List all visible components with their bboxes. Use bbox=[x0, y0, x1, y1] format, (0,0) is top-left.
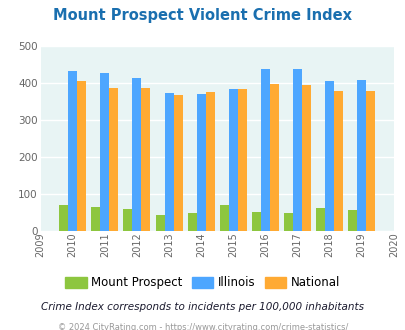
Bar bbox=[68, 71, 77, 231]
Bar bbox=[173, 95, 182, 231]
Bar bbox=[251, 212, 260, 231]
Bar bbox=[155, 215, 164, 231]
Bar bbox=[109, 87, 118, 231]
Bar bbox=[333, 90, 342, 231]
Bar bbox=[284, 213, 292, 231]
Text: Crime Index corresponds to incidents per 100,000 inhabitants: Crime Index corresponds to incidents per… bbox=[41, 302, 364, 312]
Bar bbox=[77, 81, 86, 231]
Bar bbox=[292, 69, 301, 231]
Bar bbox=[132, 78, 141, 231]
Bar bbox=[324, 81, 333, 231]
Bar bbox=[91, 207, 100, 231]
Bar bbox=[365, 91, 374, 231]
Bar bbox=[164, 93, 173, 231]
Legend: Mount Prospect, Illinois, National: Mount Prospect, Illinois, National bbox=[60, 272, 345, 294]
Bar bbox=[347, 210, 356, 231]
Bar bbox=[205, 92, 214, 231]
Bar bbox=[315, 208, 324, 231]
Bar bbox=[301, 85, 310, 231]
Bar bbox=[237, 89, 246, 231]
Bar bbox=[187, 213, 196, 231]
Bar bbox=[100, 73, 109, 231]
Bar bbox=[123, 209, 132, 231]
Bar bbox=[196, 94, 205, 231]
Text: © 2024 CityRating.com - https://www.cityrating.com/crime-statistics/: © 2024 CityRating.com - https://www.city… bbox=[58, 323, 347, 330]
Bar bbox=[141, 87, 150, 231]
Text: Mount Prospect Violent Crime Index: Mount Prospect Violent Crime Index bbox=[53, 8, 352, 23]
Bar bbox=[59, 205, 68, 231]
Bar bbox=[219, 205, 228, 231]
Bar bbox=[269, 84, 278, 231]
Bar bbox=[356, 80, 365, 231]
Bar bbox=[228, 89, 237, 231]
Bar bbox=[260, 69, 269, 231]
